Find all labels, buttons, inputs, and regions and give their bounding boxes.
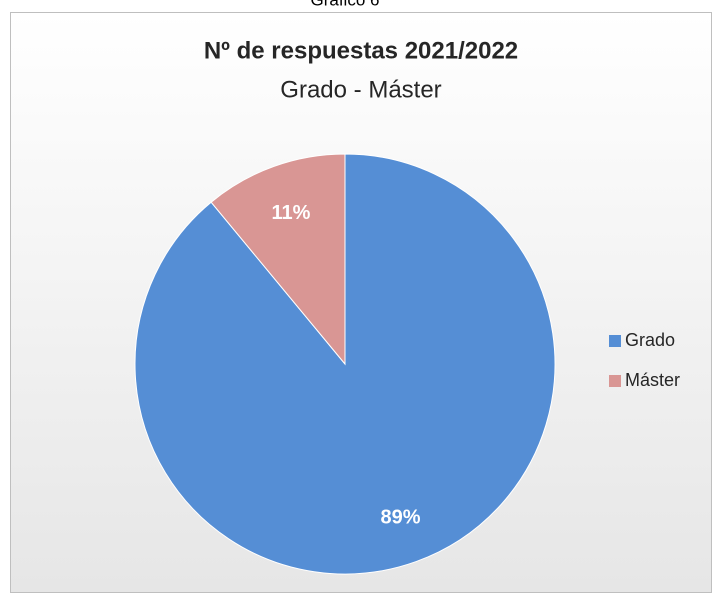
pie-slice	[210, 153, 346, 366]
legend-label: Máster	[625, 370, 680, 390]
legend-swatch	[609, 375, 621, 387]
caption: Gráfico 6	[311, 0, 380, 9]
data-label: 89%	[380, 506, 420, 528]
legend-swatch	[609, 335, 621, 347]
legend-label: Grado	[625, 330, 675, 350]
chart-subtitle: Grado - Máster	[280, 76, 441, 103]
data-label: 11%	[271, 202, 310, 224]
chart-title: Nº de respuestas 2021/2022	[204, 37, 518, 64]
